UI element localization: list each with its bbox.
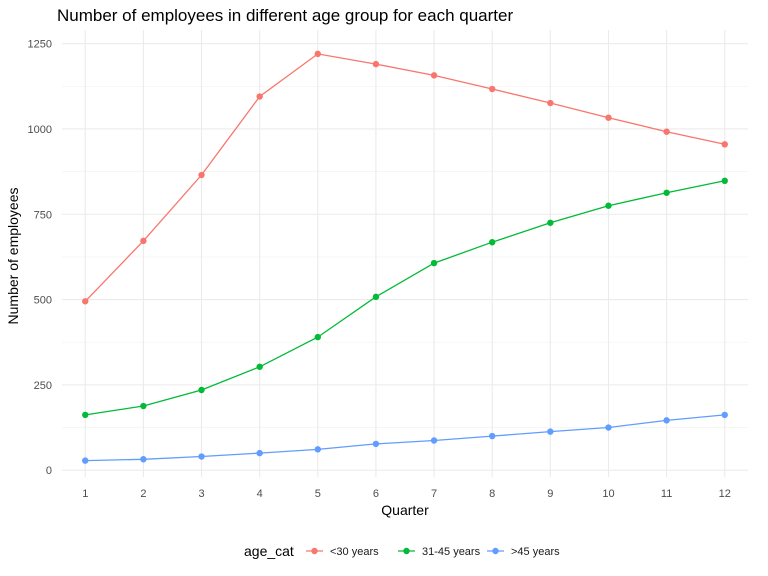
series-lines [84, 53, 725, 462]
y-axis-ticks: 0 250 500 750 1000 1250 [28, 39, 52, 478]
grid [62, 30, 748, 477]
legend-title: age_cat [244, 543, 294, 559]
legend-label: 31-45 years [422, 546, 481, 558]
data-point [314, 446, 321, 453]
data-point [605, 202, 612, 209]
x-tick-label: 5 [315, 488, 321, 500]
chart-title: Number of employees in different age gro… [57, 6, 513, 25]
data-point [372, 440, 380, 448]
data-point [198, 386, 205, 394]
data-point [82, 298, 89, 305]
y-tick-label: 750 [34, 209, 52, 221]
series-line-0 [84, 53, 725, 302]
y-tick-label: 250 [34, 380, 52, 392]
data-point [547, 428, 554, 435]
data-point [489, 85, 496, 93]
x-axis-title: Quarter [381, 502, 429, 518]
y-tick-label: 0 [46, 465, 52, 477]
data-point [314, 333, 321, 341]
x-tick-label: 2 [140, 488, 146, 500]
data-point [82, 411, 89, 419]
data-point [372, 60, 380, 68]
data-point [430, 259, 438, 267]
legend-label: >45 years [511, 546, 560, 558]
x-tick-label: 4 [257, 488, 263, 500]
x-tick-label: 9 [547, 488, 553, 500]
x-tick-label: 11 [661, 488, 672, 500]
y-tick-label: 500 [34, 295, 52, 307]
data-point [256, 93, 263, 100]
legend-items: <30 years 31-45 years >45 years [306, 546, 560, 558]
legend-item: >45 years [487, 546, 560, 558]
legend: age_cat <30 years 31-45 years >45 years [244, 543, 560, 559]
data-point [140, 402, 147, 410]
data-point [430, 72, 438, 79]
x-tick-label: 7 [431, 488, 437, 500]
x-tick-label: 8 [489, 488, 495, 500]
data-point [489, 432, 496, 440]
series-line-2 [85, 414, 725, 462]
y-tick-label: 1250 [28, 39, 52, 51]
legend-key-point [311, 547, 318, 555]
x-tick-label: 6 [373, 488, 379, 500]
data-point [547, 99, 554, 107]
legend-key-point [492, 547, 499, 555]
legend-key-point [403, 547, 410, 555]
data-point [198, 171, 205, 179]
legend-item: <30 years [306, 546, 379, 558]
data-point [198, 453, 205, 460]
data-point [663, 189, 670, 196]
x-tick-label: 3 [198, 488, 204, 500]
data-point [314, 50, 321, 58]
series-points [82, 50, 728, 464]
data-point [430, 437, 438, 444]
data-point [663, 128, 670, 135]
data-point [663, 417, 670, 424]
data-point [721, 141, 728, 148]
data-point [372, 293, 380, 301]
data-point [605, 114, 612, 121]
y-tick-label: 1000 [28, 124, 52, 136]
data-point [721, 411, 728, 419]
legend-item: 31-45 years [398, 546, 481, 558]
data-point [82, 457, 89, 464]
data-point [547, 219, 554, 226]
data-point [489, 239, 496, 246]
data-point [140, 456, 147, 463]
data-point [256, 449, 263, 457]
x-tick-label: 1 [82, 488, 88, 500]
data-point [721, 177, 728, 185]
x-tick-label: 10 [602, 488, 614, 500]
x-tick-label: 12 [719, 488, 731, 500]
y-axis-title: Number of employees [5, 188, 21, 325]
data-point [256, 363, 263, 370]
data-point [605, 424, 612, 431]
series-line-1 [85, 180, 725, 416]
legend-label: <30 years [330, 546, 379, 558]
data-point [140, 237, 147, 245]
x-axis-ticks: 1 2 3 4 5 6 7 8 9 10 11 12 [82, 488, 731, 500]
